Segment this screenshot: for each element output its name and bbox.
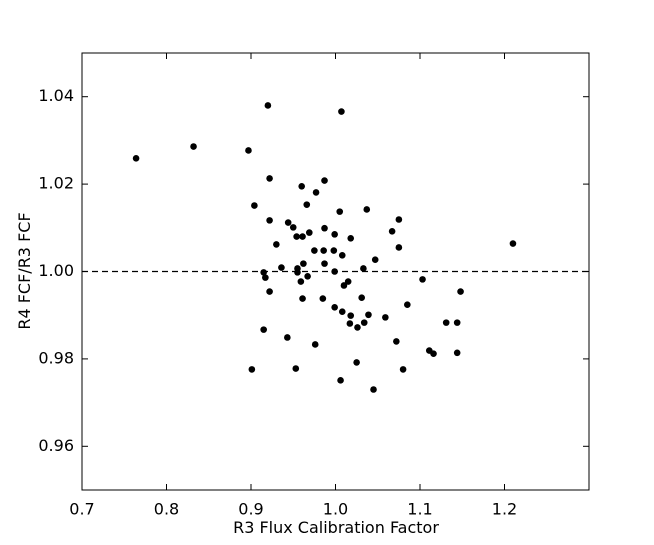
- point: [430, 350, 437, 357]
- point: [347, 312, 355, 319]
- y-tick-label: 1.00: [38, 261, 74, 280]
- point: [370, 386, 377, 393]
- point: [336, 208, 344, 215]
- point: [284, 334, 291, 341]
- point: [299, 233, 306, 240]
- point: [297, 278, 305, 285]
- x-tick-label: 0.9: [238, 500, 263, 519]
- point: [321, 177, 328, 184]
- y-axis-label: R4 FCF/R3 FCF: [15, 212, 34, 329]
- point: [292, 365, 300, 372]
- point: [371, 256, 379, 264]
- point: [304, 273, 311, 280]
- point: [321, 260, 328, 267]
- point: [266, 288, 273, 295]
- point: [354, 324, 361, 331]
- point: [293, 233, 300, 240]
- point: [260, 326, 267, 333]
- point: [360, 265, 367, 272]
- point: [338, 108, 345, 115]
- x-tick-label: 0.7: [69, 500, 94, 519]
- point: [337, 377, 344, 384]
- point: [453, 319, 461, 326]
- point: [319, 295, 327, 302]
- point: [321, 224, 328, 232]
- point: [330, 247, 338, 254]
- point: [320, 247, 327, 254]
- point: [311, 341, 319, 348]
- point: [509, 240, 517, 247]
- point: [365, 311, 372, 319]
- point: [404, 301, 411, 309]
- point: [311, 247, 318, 254]
- point: [358, 294, 365, 302]
- point: [284, 219, 292, 226]
- point: [331, 231, 338, 238]
- x-tick-label: 0.8: [154, 500, 179, 519]
- point: [289, 224, 297, 231]
- y-tick-label: 1.04: [38, 86, 74, 105]
- point: [388, 227, 396, 235]
- x-axis-label: R3 Flux Calibration Factor: [233, 518, 439, 537]
- point: [294, 269, 301, 276]
- point: [245, 147, 252, 154]
- point: [251, 202, 258, 209]
- point: [344, 278, 352, 285]
- point: [399, 366, 407, 373]
- x-tick-label: 1.2: [492, 500, 517, 519]
- point: [248, 366, 256, 373]
- y-tick-label: 0.96: [38, 436, 74, 455]
- point: [190, 143, 197, 150]
- point: [331, 304, 338, 311]
- point: [353, 359, 360, 366]
- point: [395, 244, 403, 251]
- x-tick-label: 1.1: [407, 500, 432, 519]
- point: [266, 217, 273, 224]
- point: [298, 182, 306, 190]
- point: [262, 274, 269, 281]
- point: [299, 295, 306, 302]
- point: [260, 269, 267, 276]
- x-tick-label: 1.0: [323, 500, 348, 519]
- point: [338, 308, 346, 316]
- point: [264, 102, 272, 109]
- point: [312, 189, 320, 196]
- point: [395, 216, 403, 223]
- point: [331, 268, 338, 275]
- point: [266, 175, 273, 182]
- point: [363, 206, 371, 213]
- point: [382, 314, 389, 321]
- point: [360, 319, 368, 326]
- point: [419, 276, 426, 283]
- point: [393, 338, 400, 345]
- point: [306, 229, 313, 236]
- y-tick-label: 1.02: [38, 174, 74, 193]
- point: [132, 155, 140, 162]
- point: [300, 260, 307, 267]
- point: [273, 241, 280, 248]
- point: [347, 234, 355, 242]
- point: [453, 349, 461, 357]
- point: [340, 282, 348, 289]
- y-tick-label: 0.98: [38, 348, 74, 367]
- point: [346, 320, 354, 327]
- point: [457, 288, 464, 295]
- point: [303, 201, 311, 208]
- point: [338, 252, 346, 259]
- point: [278, 264, 285, 271]
- point: [442, 319, 450, 326]
